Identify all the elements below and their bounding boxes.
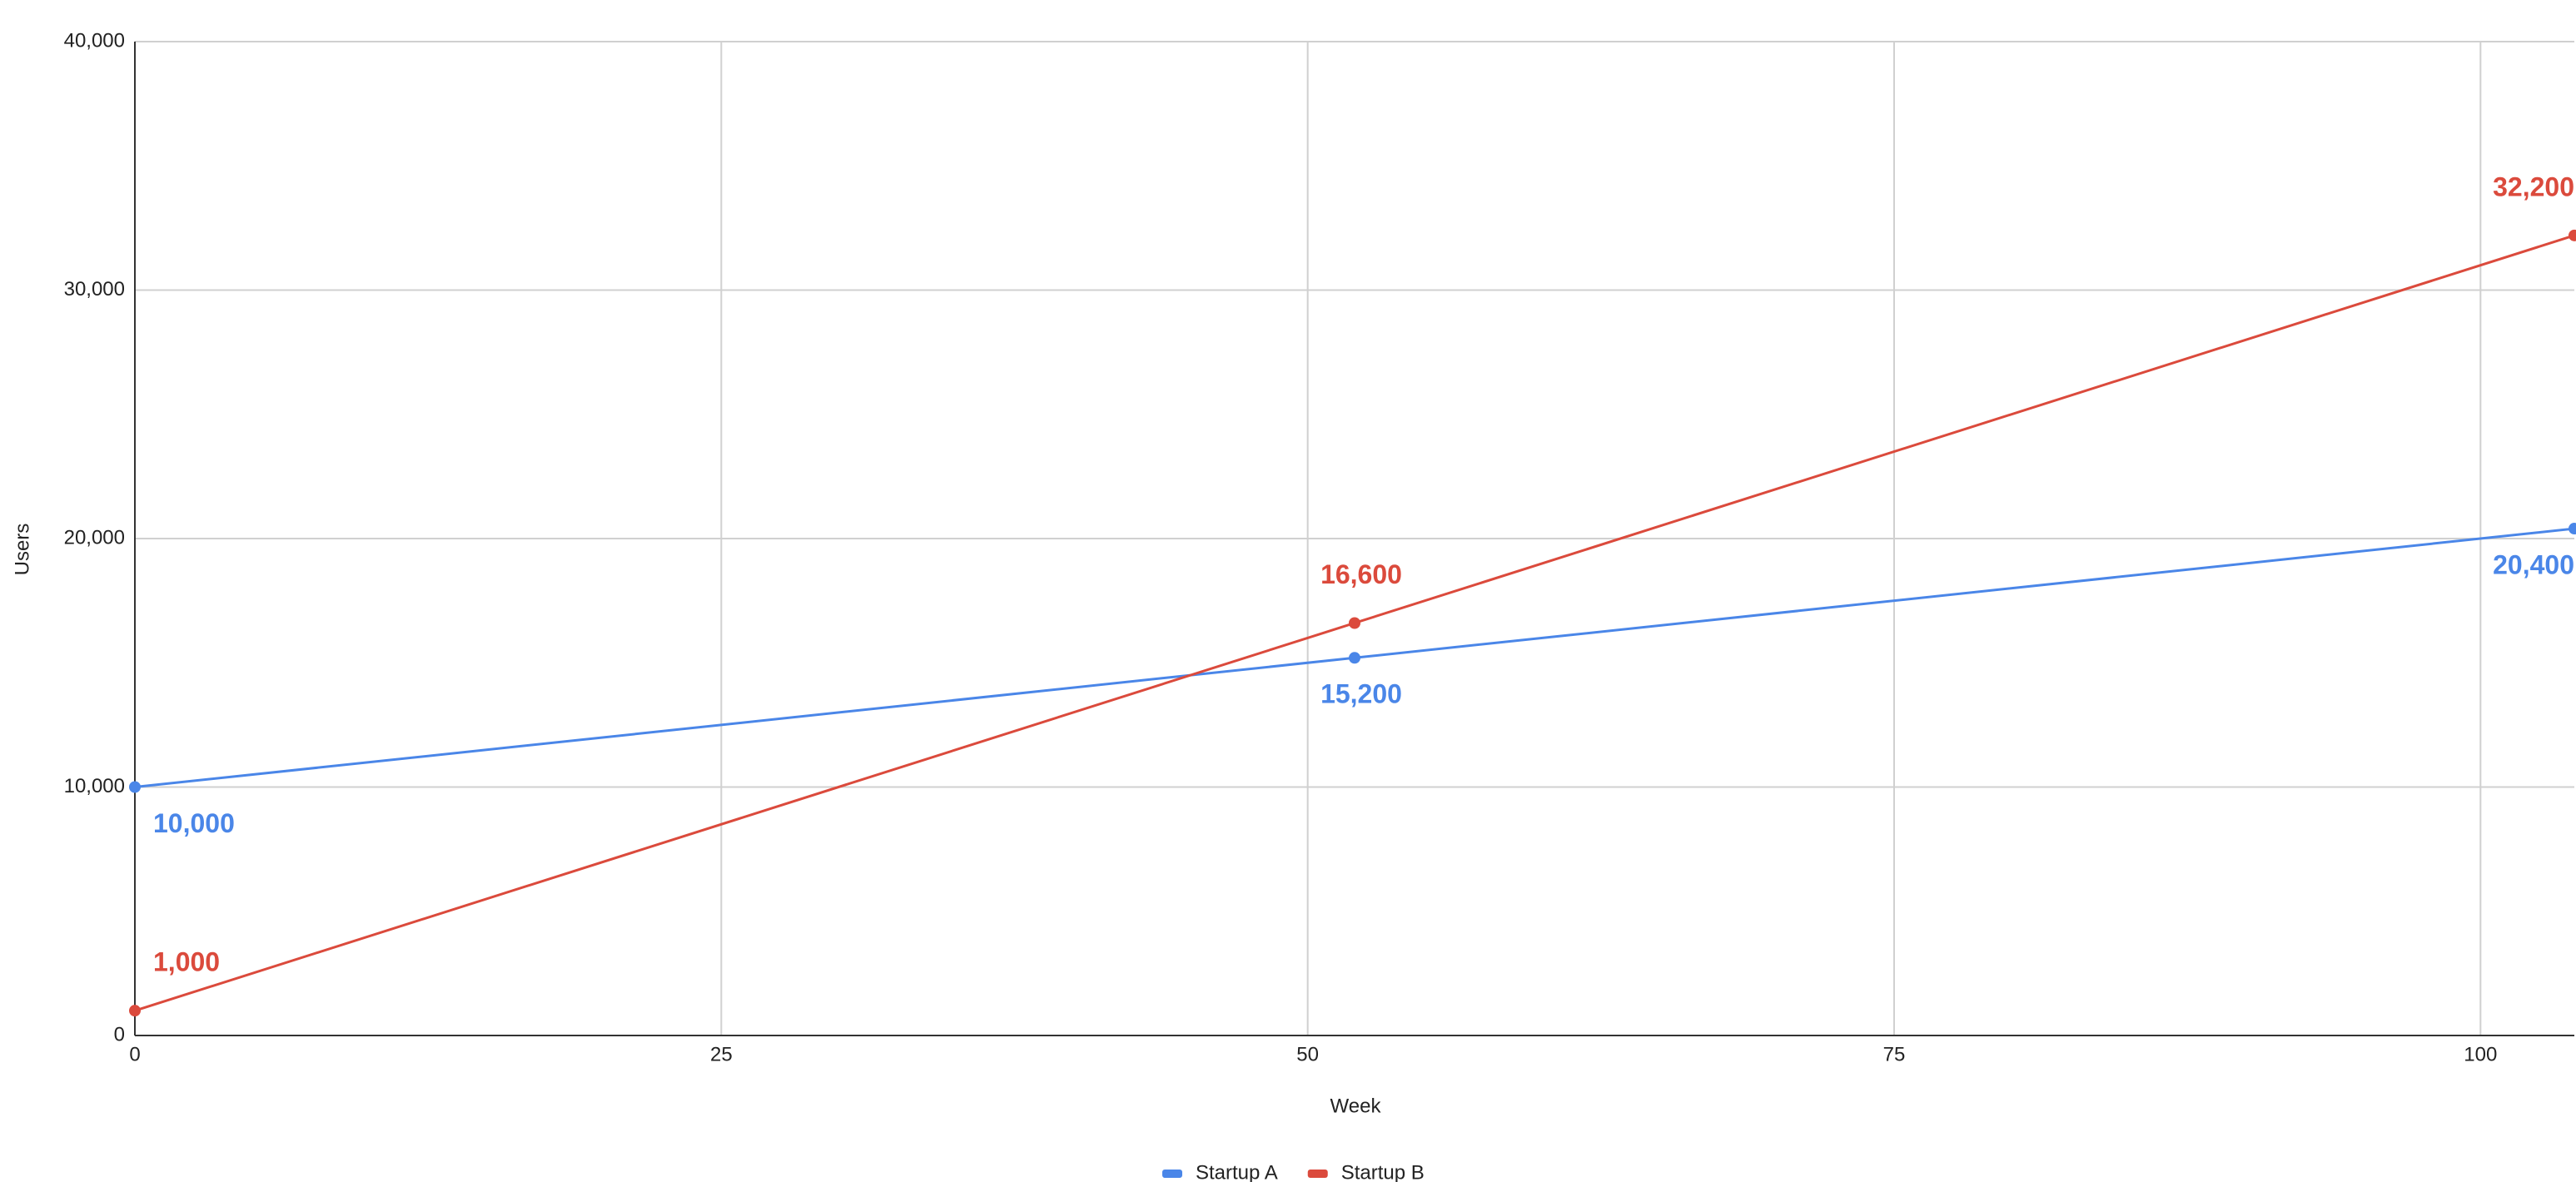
data-label: 16,600 <box>1320 559 1402 589</box>
data-point <box>129 781 141 793</box>
data-point <box>129 1005 141 1017</box>
data-label: 1,000 <box>153 947 220 977</box>
y-axis-label: Users <box>11 524 33 576</box>
data-point <box>1349 617 1360 629</box>
data-point <box>2569 523 2576 535</box>
legend-swatch <box>1307 1170 1328 1178</box>
y-tick-label: 0 <box>114 1023 125 1045</box>
x-tick-label: 75 <box>1883 1043 1906 1065</box>
y-tick-label: 40,000 <box>64 29 125 52</box>
data-label: 15,200 <box>1320 679 1402 709</box>
y-tick-label: 10,000 <box>64 775 125 797</box>
data-label: 10,000 <box>153 808 235 838</box>
x-axis-label: Week <box>1330 1095 1382 1117</box>
legend-label: Startup B <box>1341 1161 1425 1182</box>
x-tick-label: 25 <box>710 1043 733 1065</box>
x-tick-label: 0 <box>129 1043 140 1065</box>
data-point <box>1349 652 1360 664</box>
x-tick-label: 100 <box>2464 1043 2497 1065</box>
data-point <box>2569 229 2576 241</box>
data-label: 20,400 <box>2493 550 2574 580</box>
legend-label: Startup A <box>1196 1161 1278 1182</box>
legend-swatch <box>1162 1170 1182 1178</box>
y-tick-label: 30,000 <box>64 278 125 300</box>
y-tick-label: 20,000 <box>64 526 125 549</box>
x-tick-label: 50 <box>1296 1043 1319 1065</box>
data-label: 32,200 <box>2493 171 2574 201</box>
